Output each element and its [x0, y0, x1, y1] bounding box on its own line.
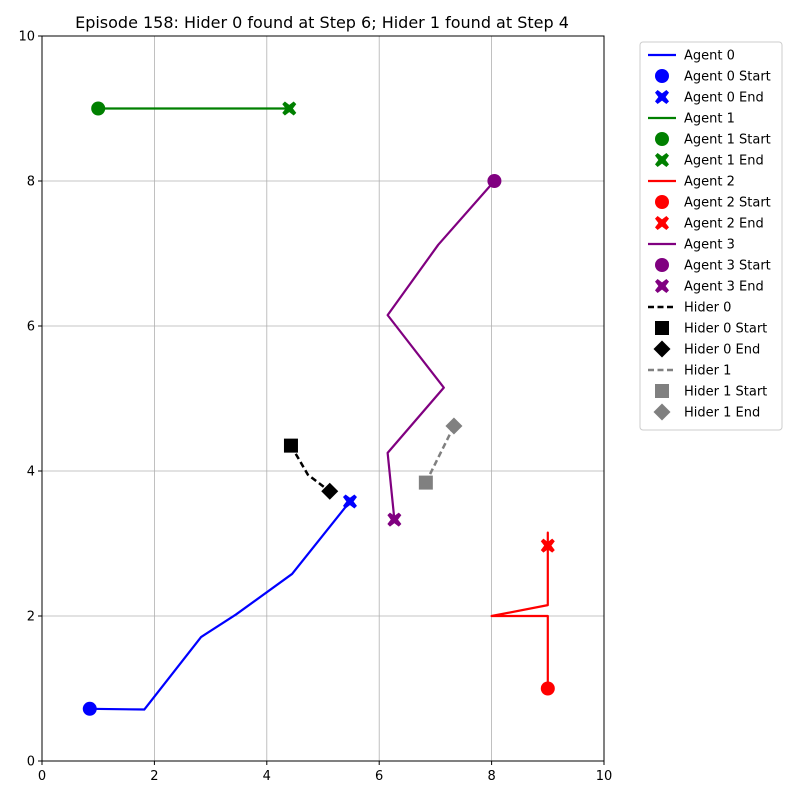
x-tick-label: 6 [375, 769, 383, 784]
agent-2-group [490, 531, 555, 696]
legend: Agent 0 Agent 0 Start Agent 0 End Agent 1 Ag… [639, 41, 783, 431]
agent-3-group [386, 174, 502, 527]
agent-0-path [89, 500, 351, 711]
y-tick-label: 2 [27, 610, 35, 625]
legend-label: Agent 3 Start [684, 259, 771, 274]
agent-1-group [91, 101, 297, 116]
x-tick-label: 2 [150, 769, 158, 784]
legend-box [639, 41, 783, 431]
legend-label: Agent 2 Start [684, 196, 771, 211]
legend-label: Agent 3 [684, 238, 735, 253]
x-tick-label: 0 [38, 769, 46, 784]
agent-2-path [490, 531, 549, 689]
x-tick-label: 10 [596, 769, 613, 784]
legend-label: Agent 1 Start [684, 133, 771, 148]
legend-label: Agent 0 End [684, 91, 764, 106]
hider-1-start-marker [418, 475, 433, 490]
hider-1-end-marker [445, 417, 463, 435]
legend-start-marker [655, 321, 669, 335]
x-tick-label: 4 [263, 769, 271, 784]
legend-label: Agent 0 [684, 49, 735, 64]
agent-2-end-marker [540, 538, 555, 553]
series-layer [82, 101, 555, 716]
chart-title: Episode 158: Hider 0 found at Step 6; Hi… [75, 13, 569, 32]
x-tick-label: 8 [487, 769, 495, 784]
legend-label: Agent 2 End [684, 217, 764, 232]
legend-end-marker [655, 153, 669, 167]
y-tick-label: 6 [27, 320, 35, 335]
legend-start-marker [655, 258, 669, 272]
agent-1-start-marker [91, 101, 106, 116]
legend-label: Hider 0 [684, 301, 731, 316]
legend-end-marker [655, 216, 669, 230]
legend-start-marker [655, 195, 669, 209]
agent-3-start-marker [487, 174, 502, 188]
agent-3-path [386, 180, 496, 520]
hider-0-group [283, 438, 339, 500]
agent-3-end-marker [387, 512, 402, 527]
legend-label: Agent 2 [684, 175, 735, 190]
hider-1-path [424, 425, 456, 484]
legend-label: Hider 1 Start [684, 385, 767, 400]
hider-0-start-marker [283, 438, 298, 453]
legend-label: Hider 1 End [684, 406, 760, 421]
legend-start-marker [655, 69, 669, 83]
legend-label: Agent 1 [684, 112, 735, 127]
agent-0-end-marker [342, 494, 357, 509]
grid [42, 36, 604, 761]
legend-label: Agent 3 End [684, 280, 764, 295]
legend-end-marker [655, 90, 669, 104]
legend-label: Agent 0 Start [684, 70, 771, 85]
plot-frame [41, 35, 605, 762]
legend-start-marker [655, 384, 669, 398]
hider-1-group [418, 417, 463, 490]
y-tick-label: 0 [27, 755, 35, 770]
hider-0-path [289, 444, 331, 493]
legend-label: Hider 0 Start [684, 322, 767, 337]
legend-end-marker [653, 403, 671, 421]
legend-start-marker [655, 132, 669, 146]
y-tick-label: 8 [27, 175, 35, 190]
legend-end-marker [653, 340, 671, 358]
agent-0-start-marker [82, 701, 97, 716]
agent-1-end-marker [282, 101, 297, 116]
legend-label: Agent 1 End [684, 154, 764, 169]
legend-label: Hider 0 End [684, 343, 760, 358]
legend-label: Hider 1 [684, 364, 731, 379]
agent-2-start-marker [540, 681, 555, 696]
y-tick-label: 4 [27, 465, 35, 480]
y-tick-label: 10 [18, 30, 35, 45]
legend-end-marker [655, 279, 669, 293]
hider-0-end-marker [321, 482, 339, 500]
axis-ticks: 0 2 4 6 8 10 0 2 4 6 8 10 [18, 30, 612, 785]
agent-0-group [82, 494, 357, 716]
